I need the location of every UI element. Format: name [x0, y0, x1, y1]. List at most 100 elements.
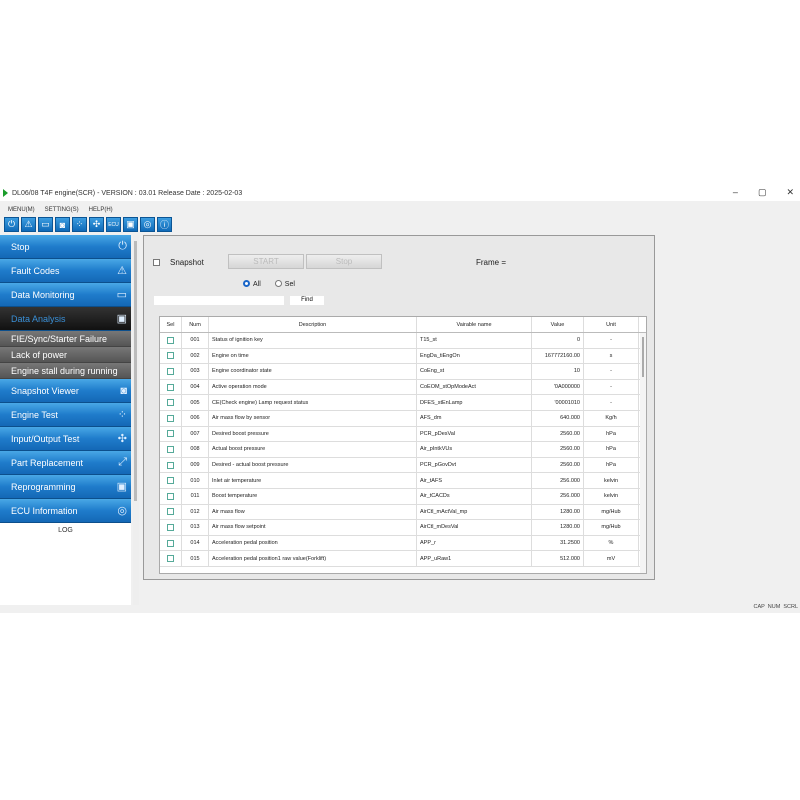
radio-all[interactable]: All	[243, 280, 261, 288]
column-header[interactable]: Num	[182, 317, 209, 332]
select-cell	[160, 504, 182, 520]
description-cell: Status of ignition key	[209, 333, 417, 348]
maximize-button[interactable]: ▢	[757, 187, 767, 197]
row-checkbox[interactable]	[167, 508, 174, 516]
description-cell: Active operation mode	[209, 379, 417, 395]
variable-name-cell: Air_tCACDs	[417, 488, 532, 504]
engine-test-icon[interactable]: ⁘	[72, 217, 87, 232]
table-row[interactable]: 011 Boost temperature Air_tCACDs 256.000 kel…	[160, 488, 646, 505]
row-checkbox[interactable]	[167, 539, 174, 547]
start-button[interactable]: START	[228, 254, 304, 269]
num-cell: 015	[182, 551, 209, 566]
status-num: NUM	[767, 604, 781, 610]
row-checkbox[interactable]	[167, 477, 174, 485]
description-cell: CE(Check engine) Lamp request status	[209, 395, 417, 410]
minimize-button[interactable]: –	[732, 187, 738, 197]
row-checkbox[interactable]	[167, 336, 174, 344]
row-checkbox[interactable]	[167, 367, 174, 375]
table-row[interactable]: 003 Engine coordinator state CoEng_st 10-	[160, 364, 646, 380]
table-row[interactable]: 014 Acceleration pedal position APP_r 31.25…	[160, 535, 646, 552]
snapshot-checkbox[interactable]	[153, 259, 160, 266]
table-row[interactable]: 002 Engine on time EngDa_tiEngOn 167772160.…	[160, 348, 646, 365]
row-checkbox[interactable]	[167, 492, 174, 500]
row-checkbox[interactable]	[167, 383, 174, 391]
table-row[interactable]: 008 Actual boost pressure Air_pIntkVUs 2560…	[160, 442, 646, 458]
info-icon[interactable]: ⓘ	[157, 217, 172, 232]
log-button[interactable]: LOG	[58, 527, 73, 534]
sidebar-item-fault-codes[interactable]: Fault Codes ⚠	[0, 259, 131, 283]
select-cell	[160, 457, 182, 473]
ecu-info-icon[interactable]: ◎	[140, 217, 155, 232]
table-row[interactable]: 006 Air mass flow by sensor AFS_dm 640.000 K…	[160, 410, 646, 427]
table-row[interactable]: 001 Status of ignition key T15_st 0-	[160, 333, 646, 349]
search-input[interactable]	[154, 296, 284, 305]
column-header[interactable]: Description	[209, 317, 417, 332]
row-checkbox[interactable]	[167, 555, 174, 563]
sidebar-item-part-replacement[interactable]: Part Replacement ⤢	[0, 451, 131, 475]
sidebar-subitem[interactable]: FIE/Sync/Starter Failure	[0, 331, 131, 347]
description-cell: Boost temperature	[209, 488, 417, 504]
variable-name-cell: EngDa_tiEngOn	[417, 348, 532, 364]
monitor-icon[interactable]: ▭	[38, 217, 53, 232]
select-cell	[160, 535, 182, 551]
num-cell: 009	[182, 457, 209, 473]
column-header[interactable]: Value	[532, 317, 584, 332]
select-cell	[160, 426, 182, 442]
value-cell: 2560.00	[532, 442, 584, 457]
variable-name-cell: AirCtl_mDesVal	[417, 520, 532, 535]
table-row[interactable]: 009 Desired - actual boost pressure PCR_pG…	[160, 457, 646, 474]
column-header[interactable]: Unit	[584, 317, 639, 332]
ecu-icon[interactable]: ECU	[106, 217, 121, 232]
variable-name-cell: PCR_pGovDvt	[417, 457, 532, 473]
row-checkbox[interactable]	[167, 414, 174, 422]
camera-icon[interactable]: ◙	[55, 217, 70, 232]
row-checkbox[interactable]	[167, 445, 174, 453]
close-button[interactable]: ✕	[786, 187, 794, 197]
find-button[interactable]: Find	[290, 296, 324, 305]
table-row[interactable]: 015 Acceleration pedal position1 raw valu…	[160, 551, 646, 567]
row-checkbox[interactable]	[167, 461, 174, 469]
row-checkbox[interactable]	[167, 399, 174, 407]
select-cell	[160, 520, 182, 535]
radio-sel[interactable]: Sel	[274, 280, 295, 288]
num-cell: 002	[182, 348, 209, 364]
sidebar-item-reprogramming[interactable]: Reprogramming ▣	[0, 475, 131, 499]
row-checkbox[interactable]	[167, 430, 174, 438]
sidebar-item-stop[interactable]: Stop ⏻	[0, 235, 131, 259]
warning-icon[interactable]: ⚠	[21, 217, 36, 232]
sidebar-item-engine-test[interactable]: Engine Test ⁘	[0, 403, 131, 427]
sidebar-subitem[interactable]: Lack of power	[0, 347, 131, 363]
sidebar-item-label: Data Analysis	[11, 313, 66, 324]
table-row[interactable]: 004 Active operation mode CoEOM_stOpModeAc…	[160, 379, 646, 396]
table-row[interactable]: 010 Inlet air temperature Air_tAFS 256.000 k…	[160, 473, 646, 489]
reprogram-icon[interactable]: ▣	[123, 217, 138, 232]
row-checkbox[interactable]	[167, 523, 174, 531]
status-scrl: SCRL	[783, 604, 798, 610]
column-header[interactable]: Vairable name	[417, 317, 532, 332]
sidebar-scrollbar[interactable]	[133, 235, 139, 605]
menu-help[interactable]: HELP(H)	[88, 206, 113, 213]
sidebar-item-ecu-information[interactable]: ECU Information ◎	[0, 499, 131, 523]
select-cell	[160, 488, 182, 504]
power-icon[interactable]: ⏻	[4, 217, 19, 232]
sidebar-item-io-test[interactable]: Input/Output Test ✣	[0, 427, 131, 451]
io-test-icon[interactable]: ✣	[89, 217, 104, 232]
value-cell: 0	[532, 333, 584, 348]
table-row[interactable]: 005 CE(Check engine) Lamp request status D…	[160, 395, 646, 411]
table-scrollbar[interactable]	[640, 333, 646, 573]
menu-menu[interactable]: MENU(M)	[8, 206, 35, 213]
table-row[interactable]: 007 Desired boost pressure PCR_pDesVal 2560…	[160, 426, 646, 443]
description-cell: Engine coordinator state	[209, 364, 417, 379]
menu-setting[interactable]: SETTING(S)	[44, 206, 79, 213]
stop-button[interactable]: Stop	[306, 254, 382, 269]
table-row[interactable]: 013 Air mass flow setpoint AirCtl_mDesVal 1…	[160, 520, 646, 536]
table-row[interactable]: 012 Air mass flow AirCtl_mActVal_mp 1280.00…	[160, 504, 646, 521]
sidebar-item-snapshot-viewer[interactable]: Snapshot Viewer ◙	[0, 379, 131, 403]
unit-cell: mg/Hub	[584, 504, 639, 520]
variable-name-cell: AFS_dm	[417, 410, 532, 426]
column-header[interactable]: Sel	[160, 317, 182, 332]
row-checkbox[interactable]	[167, 352, 174, 360]
sidebar-item-data-monitoring[interactable]: Data Monitoring ▭	[0, 283, 131, 307]
sidebar-subitem[interactable]: Engine stall during running	[0, 363, 131, 379]
sidebar-item-data-analysis[interactable]: Data Analysis ▣	[0, 307, 131, 331]
